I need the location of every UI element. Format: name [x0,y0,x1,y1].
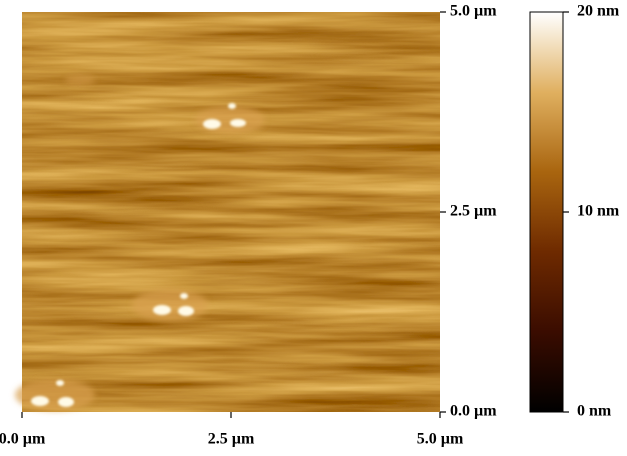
afm-image [15,12,440,412]
colorbar-tick-label: 20 nm [577,3,620,20]
chart: 0.0 µm 2.5 µm 5.0 µm 0.0 µm 2.5 µm 5.0 µm 0 nm… [0,0,627,456]
x-tick-label: 0.0 µm [0,431,46,448]
y-tick-label: 5.0 µm [450,3,497,20]
y-tick-label: 2.5 µm [450,203,497,220]
colorbar [530,12,563,412]
x-tick-label: 5.0 µm [417,431,464,448]
colorbar-tick-label: 10 nm [577,203,620,220]
y-tick-label: 0.0 µm [450,403,497,420]
x-tick-label: 2.5 µm [208,431,255,448]
colorbar-tick-label: 0 nm [577,403,612,420]
